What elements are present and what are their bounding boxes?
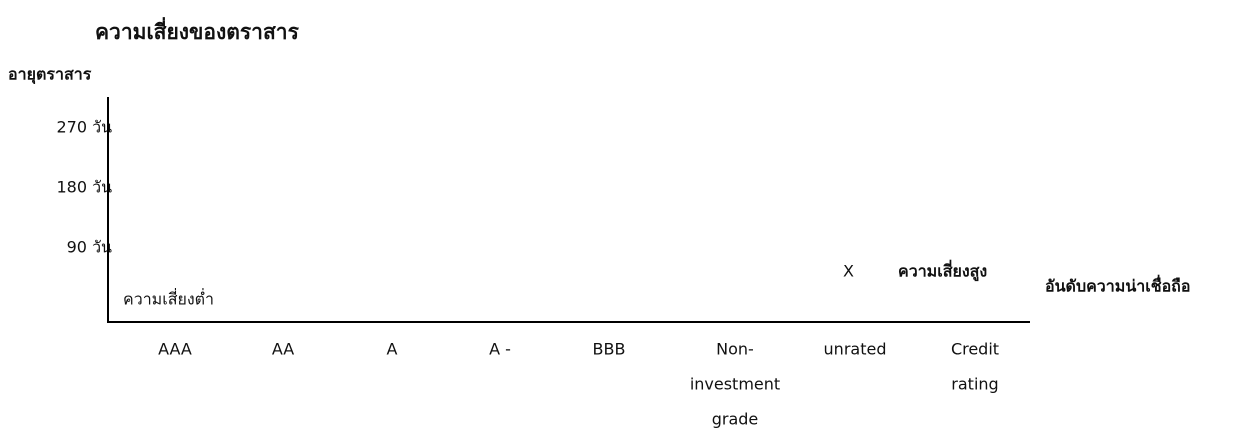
category-label: Non-	[716, 340, 754, 359]
low-risk-label: ความเสี่ยงต่ำ	[123, 288, 214, 309]
y-axis-label: อายุตราสาร	[8, 65, 92, 85]
category-label: rating	[951, 375, 998, 394]
y-label: 270 วัน	[56, 118, 112, 137]
high-risk-label: ความเสี่ยงสูง	[898, 260, 987, 283]
category-label: investment	[690, 375, 780, 394]
y-label: 180 วัน	[56, 178, 112, 197]
category-label: AAA	[158, 340, 192, 359]
x-axis-label: อันดับความน่าเชื่อถือ	[1045, 275, 1190, 296]
category-label: A	[387, 340, 398, 359]
title: ความเสี่ยงของตราสาร	[95, 16, 300, 44]
y-label: 90 วัน	[67, 238, 112, 257]
category-label: grade	[712, 410, 759, 429]
category-label: A -	[489, 340, 511, 359]
marker: X	[843, 262, 854, 281]
category-label: BBB	[593, 340, 626, 359]
category-label: Credit	[951, 340, 999, 359]
category-label: AA	[272, 340, 294, 359]
category-label: unrated	[824, 340, 887, 359]
